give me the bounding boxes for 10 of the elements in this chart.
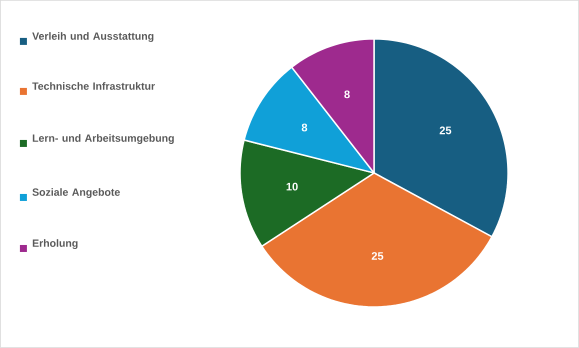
data-label: 8 — [344, 90, 350, 98]
legend-label: Technische Infrastruktur — [32, 82, 155, 90]
data-label: 25 — [372, 252, 384, 260]
legend-label: Erholung — [32, 239, 78, 250]
legend-label: Lern- und Arbeitsumgebung — [32, 134, 174, 144]
data-label: 8 — [302, 124, 308, 132]
legend-label: Verleih und Ausstattung — [32, 32, 154, 42]
legend-label: Soziale Angebote — [32, 188, 120, 198]
data-label: 10 — [286, 182, 298, 191]
data-label: 25 — [440, 126, 452, 134]
